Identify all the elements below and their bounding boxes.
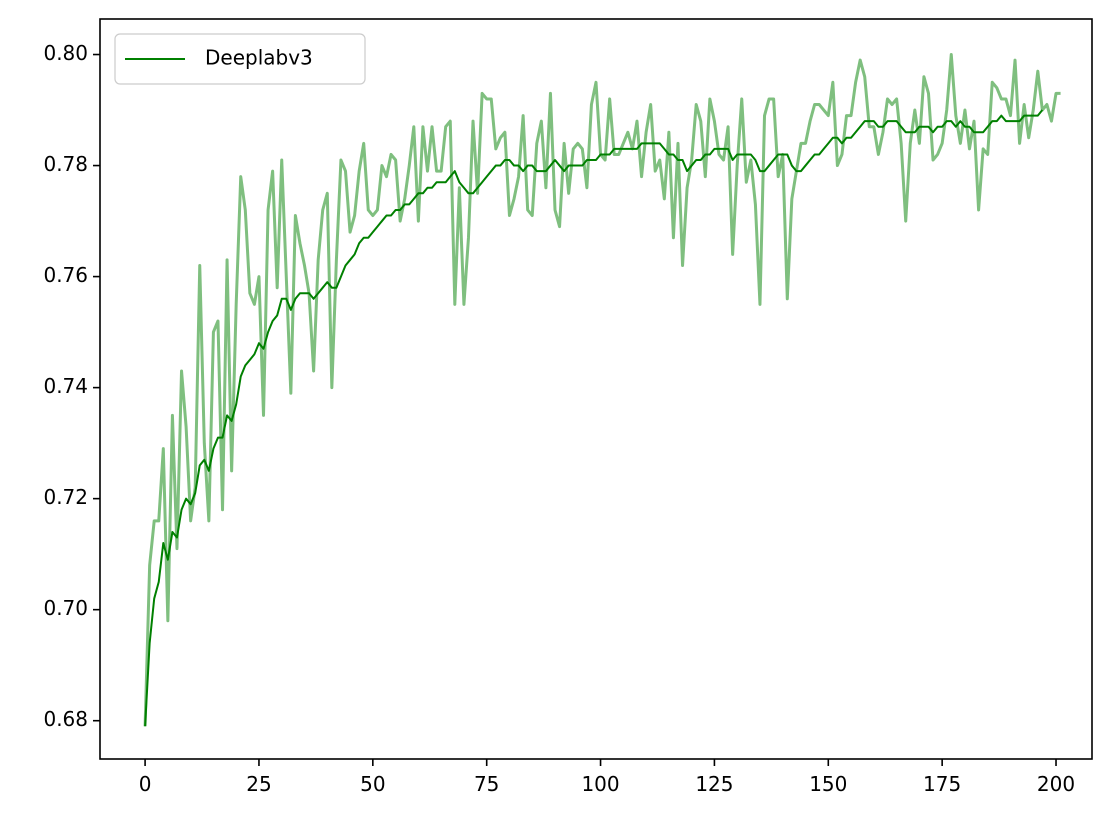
y-tick-label: 0.70 — [43, 596, 88, 620]
x-tick-label: 175 — [923, 772, 961, 796]
x-tick-label: 75 — [474, 772, 499, 796]
x-axis: 0 25 50 75 100 125 150 175 200 — [139, 759, 1075, 796]
y-tick-label: 0.72 — [43, 485, 88, 509]
x-tick-label: 50 — [360, 772, 385, 796]
plot-frame — [99, 18, 1093, 760]
x-tick-label: 200 — [1037, 772, 1075, 796]
legend-box — [114, 33, 366, 85]
x-tick-label: 125 — [695, 772, 733, 796]
y-tick-label: 0.80 — [43, 41, 88, 65]
legend: Deeplabv3 — [114, 33, 366, 85]
series-layer — [143, 53, 1061, 727]
y-tick-label: 0.74 — [43, 374, 88, 398]
legend-label: Deeplabv3 — [205, 46, 313, 70]
y-tick-label: 0.76 — [43, 263, 88, 287]
smoothed-series-line — [144, 109, 1044, 727]
x-tick-label: 100 — [581, 772, 619, 796]
y-tick-label: 0.78 — [43, 152, 88, 176]
x-tick-label: 0 — [139, 772, 152, 796]
y-axis: 0.68 0.70 0.72 0.74 0.76 0.78 0.80 — [43, 41, 100, 731]
x-tick-label: 25 — [246, 772, 271, 796]
raw-series-line — [143, 53, 1061, 727]
y-tick-label: 0.68 — [43, 707, 88, 731]
x-tick-label: 150 — [809, 772, 847, 796]
